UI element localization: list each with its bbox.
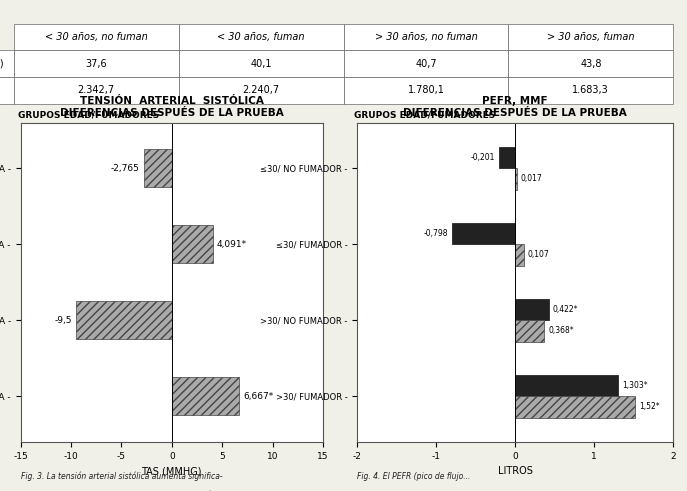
Bar bbox=[172, 377, 239, 415]
Bar bbox=[515, 245, 523, 266]
Text: 1,52*: 1,52* bbox=[640, 403, 660, 411]
Bar bbox=[499, 147, 515, 168]
Bar bbox=[172, 225, 213, 263]
Bar bbox=[515, 375, 618, 396]
Text: 0,368*: 0,368* bbox=[548, 327, 574, 335]
Text: 0,107: 0,107 bbox=[528, 250, 550, 259]
Text: -2,765: -2,765 bbox=[111, 164, 140, 173]
Legend: T. ARTERIAL SISTÓLICA: T. ARTERIAL SISTÓLICA bbox=[106, 488, 237, 491]
Bar bbox=[515, 168, 517, 190]
Bar bbox=[515, 299, 549, 320]
Bar bbox=[515, 396, 635, 417]
Text: 1,303*: 1,303* bbox=[622, 381, 648, 390]
Text: -0,798: -0,798 bbox=[424, 229, 448, 238]
Text: Fig. 3. La tensión arterial sistólica aumenta significa-: Fig. 3. La tensión arterial sistólica au… bbox=[21, 471, 222, 481]
Text: -9,5: -9,5 bbox=[54, 316, 72, 325]
Text: 0,017: 0,017 bbox=[521, 174, 542, 184]
Bar bbox=[76, 301, 172, 339]
Text: GRUPOS EDAD/FUMADORES: GRUPOS EDAD/FUMADORES bbox=[354, 110, 495, 120]
Bar bbox=[452, 223, 515, 245]
Text: 4,091*: 4,091* bbox=[217, 240, 247, 249]
Title: TENSIÓN  ARTERIAL  SISTÓLICA
DIFERENCIAS DESPUÉS DE LA PRUEBA: TENSIÓN ARTERIAL SISTÓLICA DIFERENCIAS D… bbox=[60, 96, 284, 118]
Legend: PEFR, MMF: PEFR, MMF bbox=[460, 488, 570, 491]
Text: Fig. 4. El PEFR (pico de flujo...: Fig. 4. El PEFR (pico de flujo... bbox=[357, 472, 471, 481]
Text: GRUPOS EDAD/FUMADORES: GRUPOS EDAD/FUMADORES bbox=[18, 110, 159, 120]
X-axis label: TAS (MMHG): TAS (MMHG) bbox=[142, 466, 202, 476]
Text: 6,667*: 6,667* bbox=[243, 392, 273, 401]
Text: 0,422*: 0,422* bbox=[552, 305, 578, 314]
Bar bbox=[515, 320, 544, 342]
X-axis label: LITROS: LITROS bbox=[498, 466, 532, 476]
Bar bbox=[144, 149, 172, 188]
Text: -0,201: -0,201 bbox=[471, 153, 495, 162]
Title: PEFR, MMF
DIFERENCIAS DESPUÉS DE LA PRUEBA: PEFR, MMF DIFERENCIAS DESPUÉS DE LA PRUE… bbox=[403, 96, 627, 118]
